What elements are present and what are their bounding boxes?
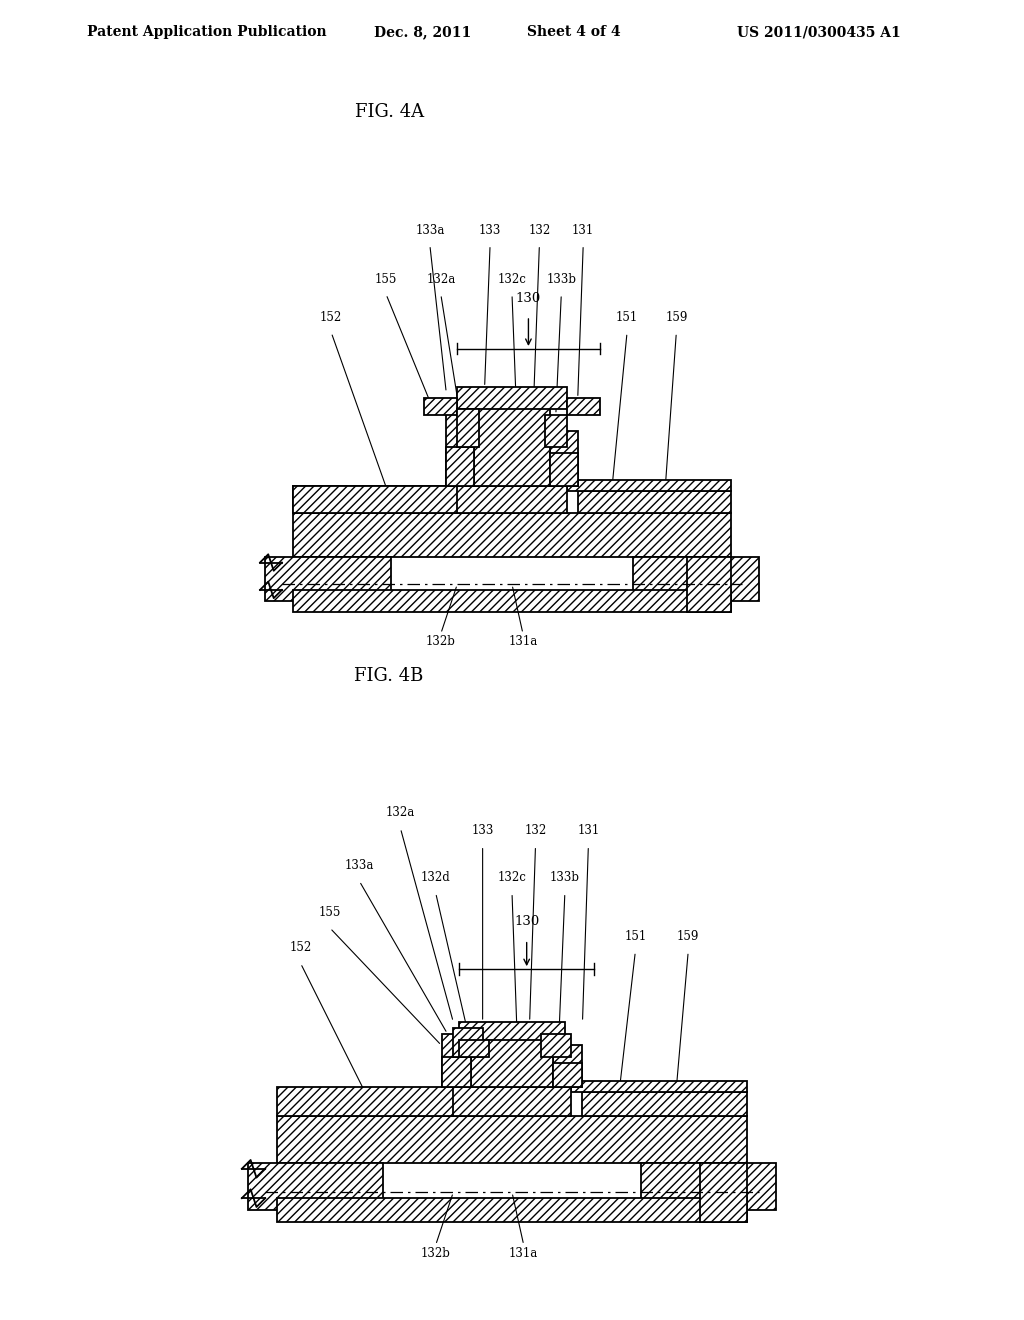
Bar: [278, 1086, 465, 1115]
Bar: [278, 1115, 746, 1163]
Text: 159: 159: [677, 929, 699, 942]
Text: 132c: 132c: [498, 871, 526, 884]
Text: 155: 155: [375, 273, 397, 286]
Bar: [265, 557, 391, 601]
Bar: [293, 590, 731, 612]
Text: Patent Application Publication: Patent Application Publication: [87, 25, 327, 40]
Bar: [293, 513, 731, 557]
Text: Dec. 8, 2011: Dec. 8, 2011: [374, 25, 471, 40]
Text: 131: 131: [572, 224, 594, 236]
Text: 133: 133: [479, 224, 502, 236]
Bar: [550, 453, 578, 486]
Text: 132: 132: [524, 824, 547, 837]
Bar: [293, 491, 468, 508]
Text: 133b: 133b: [550, 871, 580, 884]
Bar: [545, 414, 566, 447]
Text: 131a: 131a: [509, 1247, 539, 1259]
Bar: [633, 557, 759, 601]
Bar: [570, 1081, 746, 1093]
Text: 159: 159: [666, 312, 687, 325]
Bar: [293, 486, 468, 513]
Bar: [471, 1028, 553, 1086]
Bar: [458, 486, 566, 513]
Bar: [474, 399, 550, 486]
Text: Sheet 4 of 4: Sheet 4 of 4: [527, 25, 621, 40]
Bar: [566, 480, 731, 491]
Bar: [278, 1199, 746, 1222]
Bar: [550, 432, 578, 486]
Bar: [248, 1163, 383, 1210]
Text: 132: 132: [528, 224, 551, 236]
Text: 130: 130: [516, 292, 541, 305]
Bar: [459, 1022, 565, 1040]
Text: US 2011/0300435 A1: US 2011/0300435 A1: [737, 25, 901, 40]
Bar: [458, 387, 566, 409]
Bar: [700, 1163, 746, 1222]
Bar: [583, 1093, 746, 1115]
Bar: [446, 447, 474, 486]
Bar: [424, 399, 458, 414]
Bar: [459, 1040, 488, 1057]
Text: FIG. 4B: FIG. 4B: [354, 667, 424, 685]
Text: 132d: 132d: [421, 871, 451, 884]
Text: 151: 151: [615, 312, 638, 325]
Bar: [454, 1086, 570, 1115]
Text: 130: 130: [514, 915, 540, 928]
Text: 133: 133: [471, 824, 494, 837]
Bar: [578, 491, 731, 513]
Bar: [454, 1028, 482, 1057]
Bar: [458, 409, 479, 447]
Bar: [553, 1045, 583, 1086]
Text: FIG. 4A: FIG. 4A: [354, 103, 424, 121]
Text: 151: 151: [625, 929, 646, 942]
Text: 133b: 133b: [546, 273, 577, 286]
Text: 133a: 133a: [345, 859, 374, 873]
Text: 132b: 132b: [421, 1247, 451, 1259]
Bar: [553, 1063, 583, 1086]
Bar: [566, 399, 600, 414]
Bar: [446, 409, 474, 486]
Text: 132a: 132a: [426, 273, 456, 286]
Text: 155: 155: [318, 907, 341, 919]
Bar: [441, 1034, 471, 1086]
Text: 133a: 133a: [415, 224, 444, 236]
Text: 152: 152: [290, 941, 311, 954]
Bar: [441, 1057, 471, 1086]
Text: 131a: 131a: [508, 635, 538, 648]
Text: 152: 152: [321, 312, 342, 325]
Bar: [293, 486, 468, 513]
Bar: [641, 1163, 776, 1210]
Bar: [542, 1034, 570, 1057]
Text: 131: 131: [578, 824, 599, 837]
Bar: [687, 557, 731, 612]
Text: 132c: 132c: [498, 273, 526, 286]
Text: 132b: 132b: [426, 635, 456, 648]
Text: 132a: 132a: [386, 807, 415, 820]
